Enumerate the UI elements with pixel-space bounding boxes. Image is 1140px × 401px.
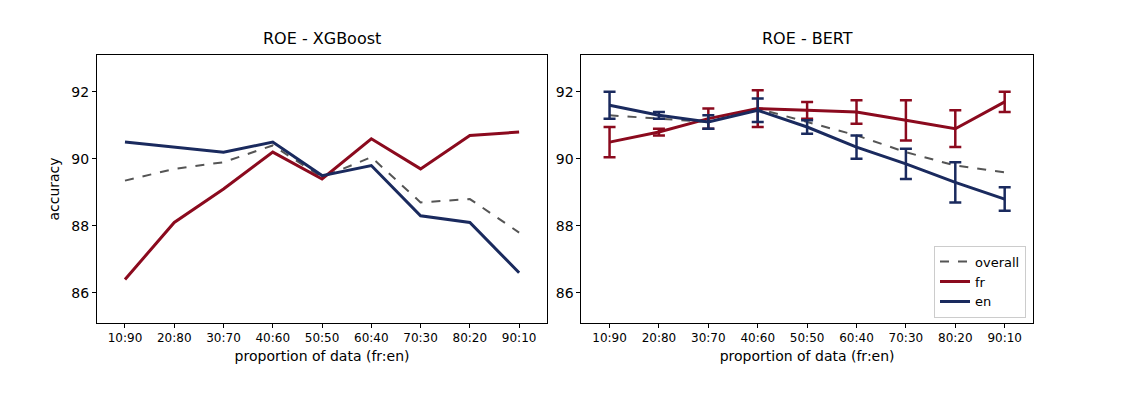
- svg-text:70:30: 70:30: [889, 331, 924, 345]
- svg-text:90:10: 90:10: [502, 331, 537, 345]
- svg-text:accuracy: accuracy: [46, 157, 62, 220]
- svg-text:ROE - BERT: ROE - BERT: [762, 29, 853, 48]
- svg-text:fr: fr: [975, 275, 986, 290]
- svg-text:proportion of data (fr:en): proportion of data (fr:en): [720, 348, 895, 364]
- svg-text:20:80: 20:80: [157, 331, 192, 345]
- svg-text:30:70: 30:70: [206, 331, 241, 345]
- svg-text:90: 90: [71, 151, 89, 167]
- svg-text:60:40: 60:40: [839, 331, 874, 345]
- svg-text:60:40: 60:40: [354, 331, 389, 345]
- svg-text:overall: overall: [975, 255, 1019, 270]
- svg-text:92: 92: [556, 84, 574, 100]
- svg-text:86: 86: [556, 285, 574, 301]
- svg-text:80:20: 80:20: [938, 331, 973, 345]
- svg-text:10:90: 10:90: [108, 331, 143, 345]
- svg-text:en: en: [975, 294, 991, 309]
- svg-text:92: 92: [71, 84, 89, 100]
- svg-text:88: 88: [556, 218, 574, 234]
- svg-text:80:20: 80:20: [453, 331, 488, 345]
- svg-text:70:30: 70:30: [403, 331, 438, 345]
- svg-text:proportion of data (fr:en): proportion of data (fr:en): [235, 348, 410, 364]
- svg-text:50:50: 50:50: [790, 331, 825, 345]
- svg-text:90:10: 90:10: [987, 331, 1022, 345]
- svg-text:40:60: 40:60: [255, 331, 290, 345]
- svg-text:20:80: 20:80: [642, 331, 677, 345]
- svg-text:88: 88: [71, 218, 89, 234]
- svg-text:10:90: 10:90: [592, 331, 627, 345]
- svg-text:86: 86: [71, 285, 89, 301]
- svg-text:30:70: 30:70: [691, 331, 726, 345]
- svg-text:50:50: 50:50: [305, 331, 340, 345]
- svg-text:40:60: 40:60: [740, 331, 775, 345]
- svg-text:90: 90: [556, 151, 574, 167]
- svg-text:ROE - XGBoost: ROE - XGBoost: [263, 29, 381, 48]
